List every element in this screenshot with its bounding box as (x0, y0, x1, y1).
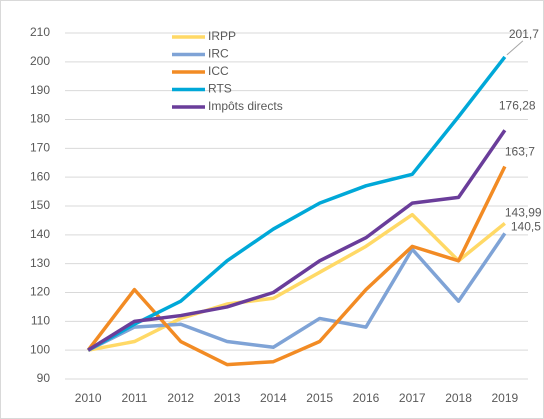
x-tick-label: 2011 (122, 391, 148, 405)
y-tick-label: 110 (31, 314, 50, 328)
x-tick-label: 2012 (167, 391, 194, 405)
value-label: 140,5 (511, 220, 541, 234)
series-line (87, 212, 506, 352)
y-tick-label: 190 (30, 83, 50, 97)
y-tick-label: 150 (30, 198, 50, 212)
legend-label: IRPP (208, 29, 236, 43)
y-tick-label: 130 (30, 256, 50, 270)
legend-label: ICC (208, 64, 229, 78)
y-tick-label: 210 (30, 25, 50, 39)
y-tick-label: 200 (30, 54, 50, 68)
value-label: 176,28 (499, 98, 536, 112)
legend-label: Impôts directs (208, 99, 283, 113)
y-tick-label: 100 (30, 342, 50, 356)
y-tick-label: 160 (30, 169, 50, 183)
y-tick-label: 180 (30, 112, 50, 126)
leader-line (506, 40, 524, 56)
value-label: 201,7 (509, 27, 539, 41)
x-tick-label: 2017 (399, 391, 426, 405)
series-line (87, 55, 507, 352)
series-line (87, 232, 507, 352)
y-tick-label: 120 (30, 285, 50, 299)
x-tick-label: 2018 (445, 391, 472, 405)
x-tick-label: 2015 (306, 391, 333, 405)
x-tick-label: 2016 (353, 391, 380, 405)
x-tick-label: 2014 (260, 391, 287, 405)
value-label: 143,99 (505, 206, 542, 220)
x-tick-label: 2019 (491, 391, 518, 405)
value-label: 163,7 (505, 145, 535, 159)
legend-label: IRC (208, 47, 229, 61)
x-tick-label: 2013 (214, 391, 241, 405)
y-tick-label: 170 (30, 141, 50, 155)
legend-label: RTS (208, 82, 232, 96)
y-tick-label: 140 (30, 227, 50, 241)
series-line (87, 129, 507, 352)
y-tick-label: 90 (37, 371, 51, 385)
x-tick-label: 2010 (75, 391, 102, 405)
series-line (86, 165, 507, 367)
